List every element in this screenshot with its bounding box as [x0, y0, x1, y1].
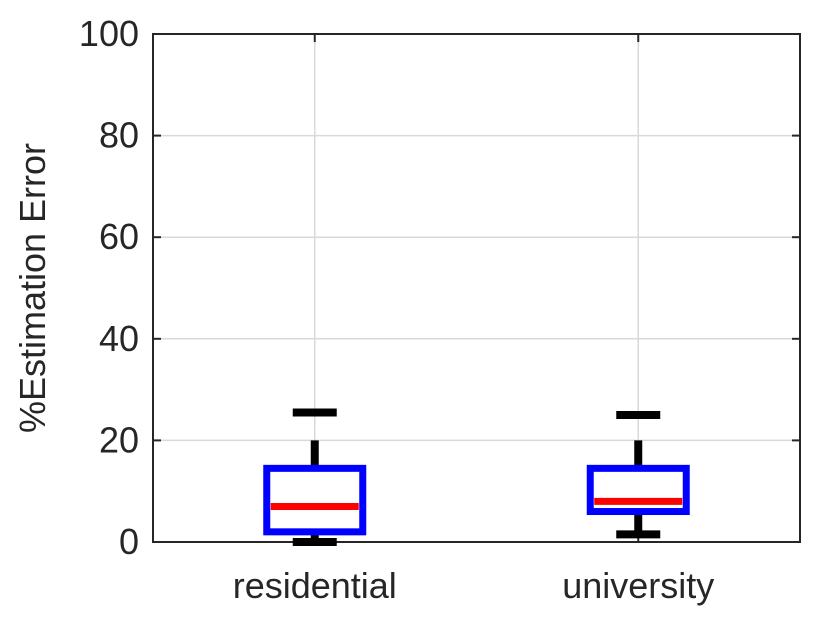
y-tick-label: 20 — [99, 419, 139, 460]
x-tick-label: residential — [233, 565, 397, 606]
y-tick-label: 80 — [99, 115, 139, 156]
y-tick-label: 40 — [99, 318, 139, 359]
y-tick-label: 60 — [99, 216, 139, 257]
iqr-box — [263, 464, 367, 536]
y-tick-label: 100 — [79, 13, 139, 54]
y-tick-label: 0 — [119, 521, 139, 562]
x-tick-label: university — [562, 565, 714, 606]
y-axis-label: %Estimation Error — [12, 143, 53, 433]
label-layer: 0 20 40 60 80 100 residential university — [79, 13, 714, 606]
box-layer — [263, 408, 690, 546]
plot-frame — [152, 33, 801, 543]
tick-layer — [153, 33, 800, 543]
box-group-university — [586, 411, 690, 539]
iqr-box — [586, 464, 690, 516]
box-group-residential — [263, 408, 367, 546]
grid-layer — [153, 34, 800, 542]
